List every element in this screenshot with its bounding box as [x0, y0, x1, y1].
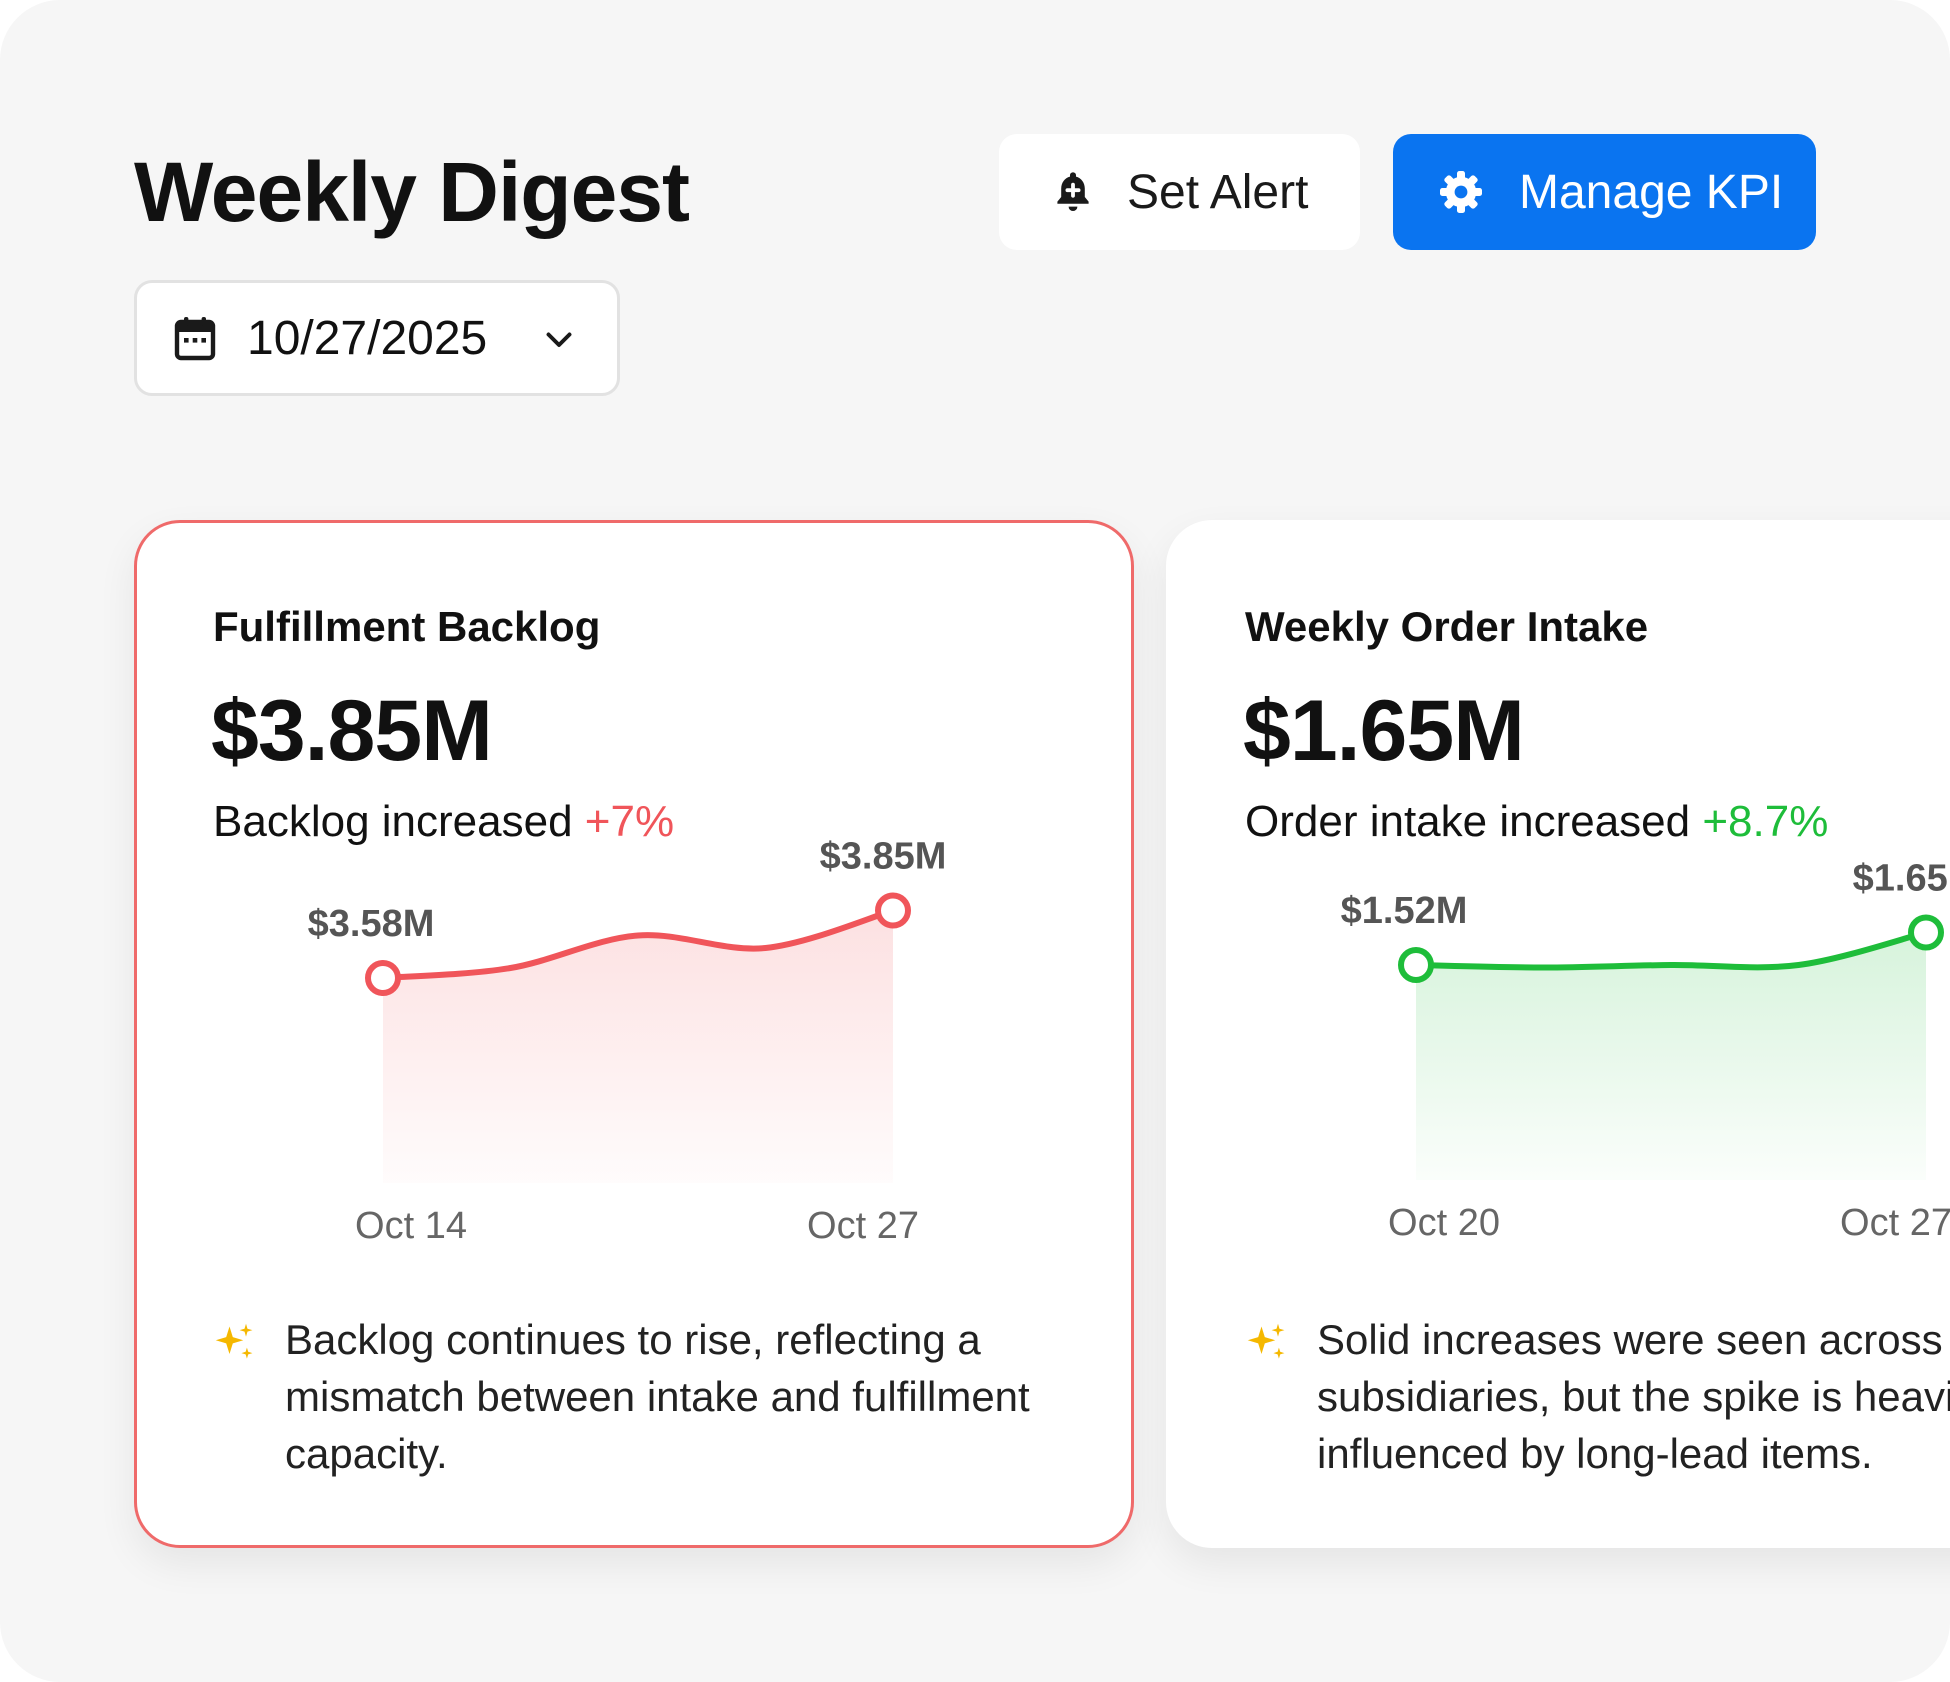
x-tick-label-start: Oct 20: [1388, 1202, 1500, 1244]
sparkline-chart: $3.58M $3.85M Oct 14 Oct 27: [308, 836, 947, 1248]
change-percent: +7%: [584, 797, 675, 846]
chart-point: [365, 960, 401, 996]
change-text: Backlog increased: [213, 797, 573, 846]
card-value: $3.85M: [211, 683, 493, 779]
chart-point: [875, 892, 911, 929]
change-text: Order intake increased: [1245, 797, 1691, 846]
date-value: 10/27/2025: [247, 311, 488, 365]
chart-point: [1908, 914, 1944, 951]
insight-text: Solid increases were seen across subsidi…: [1317, 1316, 1950, 1477]
card-value: $1.65M: [1243, 683, 1525, 779]
data-label-end: $1.65M: [1853, 858, 1950, 900]
date-picker[interactable]: 10/27/2025: [134, 280, 620, 396]
manage-kpi-button[interactable]: Manage KPI: [1393, 134, 1816, 250]
card-title: Fulfillment Backlog: [213, 603, 601, 650]
x-tick-label-end: Oct 27: [1840, 1202, 1950, 1244]
sparkline-chart: $1.52M $1.65M Oct 20 Oct 27: [1341, 858, 1950, 1245]
calendar-icon: [173, 314, 217, 362]
x-tick-label-start: Oct 14: [355, 1205, 467, 1247]
data-label-end: $3.85M: [820, 836, 947, 878]
set-alert-button[interactable]: Set Alert: [999, 134, 1360, 250]
chart-series-line: [1413, 929, 1929, 971]
chevron-down-icon: [541, 321, 577, 357]
card-change: Order intake increased +8.7%: [1245, 795, 1828, 849]
page-title: Weekly Digest: [134, 145, 690, 239]
x-tick-label-end: Oct 27: [807, 1205, 919, 1247]
card-insight: Backlog continues to rise, reflecting a …: [213, 1311, 1053, 1482]
data-label-start: $3.58M: [308, 903, 435, 945]
sparkles-icon: [1245, 1321, 1289, 1365]
chart-point: [1398, 947, 1434, 983]
data-label-start: $1.52M: [1341, 890, 1468, 932]
set-alert-label: Set Alert: [1127, 165, 1309, 219]
sparkles-icon: [213, 1321, 257, 1365]
card-title: Weekly Order Intake: [1245, 603, 1649, 650]
chart-series-line: [380, 907, 896, 981]
card-insight: Solid increases were seen across subsidi…: [1245, 1311, 1950, 1482]
card-change: Backlog increased +7%: [213, 795, 674, 849]
chart-area-fill: [383, 910, 893, 1183]
gear-icon: [1437, 168, 1485, 216]
kpi-card-weekly-order-intake[interactable]: Weekly Order Intake $1.65M Order intake …: [1166, 520, 1950, 1548]
chart-area-fill: [1416, 932, 1926, 1180]
manage-kpi-label: Manage KPI: [1519, 165, 1784, 219]
insight-text: Backlog continues to rise, reflecting a …: [285, 1316, 1030, 1477]
change-percent: +8.7%: [1702, 797, 1829, 846]
kpi-card-fulfillment-backlog[interactable]: Fulfillment Backlog $3.85M Backlog incre…: [134, 520, 1134, 1548]
bell-plus-icon: [1049, 168, 1097, 216]
